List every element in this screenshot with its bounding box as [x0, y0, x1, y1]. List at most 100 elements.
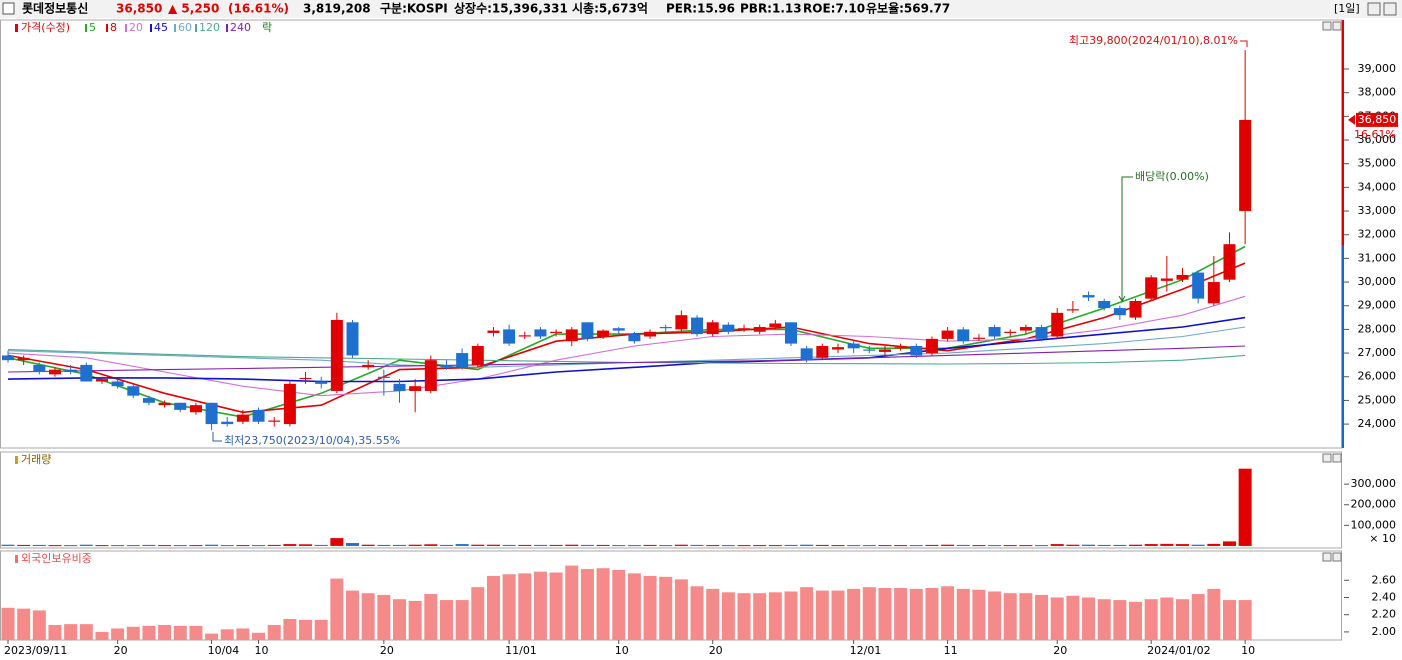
candle-body: [565, 329, 578, 342]
bar: [1066, 544, 1080, 546]
legend-entry: 20: [129, 21, 143, 34]
bar: [455, 544, 469, 546]
bar: [627, 545, 641, 547]
bar: [815, 544, 829, 546]
legend-marker: [125, 24, 127, 32]
cap: 시총:5,673억: [572, 1, 648, 16]
candle-body: [236, 414, 249, 422]
panel-button[interactable]: [1322, 453, 1332, 463]
bar: [32, 544, 46, 546]
candle-body: [1239, 119, 1252, 212]
stock-name: 롯데정보통신: [22, 1, 88, 16]
bar: [1207, 588, 1221, 640]
bar: [847, 588, 861, 640]
bar: [909, 545, 923, 547]
bar: [706, 588, 720, 640]
bar: [1129, 601, 1143, 640]
candle-body: [283, 383, 296, 425]
x-tick-label: 10: [255, 644, 269, 657]
bar: [299, 619, 313, 640]
bar: [330, 538, 344, 546]
bar: [220, 629, 234, 640]
candle-body: [675, 315, 688, 330]
legend-title: 거래량: [21, 453, 51, 466]
candle-body: [2, 355, 14, 361]
bar: [831, 590, 845, 640]
bar: [674, 579, 688, 640]
bar: [1176, 544, 1189, 546]
bar: [1082, 544, 1096, 546]
x-tick-label: 12/01: [850, 644, 882, 657]
candle-body: [252, 409, 265, 422]
bar: [894, 545, 908, 547]
bar: [737, 545, 751, 547]
period[interactable]: [1일]: [1334, 1, 1360, 15]
legend-marker: [195, 24, 197, 32]
bar: [48, 625, 62, 640]
y-tick-label: 33,000: [1358, 204, 1397, 217]
min-button[interactable]: [1367, 2, 1381, 16]
panel-button[interactable]: [1332, 552, 1342, 562]
y-tick-label: 2.40: [1372, 590, 1397, 603]
bar: [612, 545, 626, 547]
close-button[interactable]: [1383, 2, 1397, 16]
bar: [1160, 543, 1174, 546]
bar: [956, 588, 970, 640]
bar: [1191, 594, 1205, 640]
legend-marker: [150, 24, 152, 32]
bar: [17, 544, 31, 546]
candle-body: [816, 345, 829, 358]
legend-marker: [15, 456, 18, 464]
y-tick-label: 35,000: [1358, 157, 1397, 170]
low-arrow: [212, 432, 222, 442]
y-tick-label: 2.20: [1372, 608, 1397, 621]
bar: [158, 625, 172, 640]
legend-entry: 60: [178, 21, 192, 34]
bar: [283, 544, 297, 546]
y-tick-label: 30,000: [1358, 275, 1397, 288]
unit-label: × 10: [1369, 532, 1396, 545]
bar: [800, 544, 814, 546]
bar: [533, 571, 547, 640]
bar: [361, 544, 375, 546]
bar: [393, 544, 406, 546]
panel-button[interactable]: [1322, 21, 1332, 31]
y-tick-label: 29,000: [1358, 299, 1397, 312]
panel-frame: [0, 19, 1342, 449]
candle-body: [769, 323, 782, 328]
bar: [565, 565, 579, 640]
y-tick-label: 200,000: [1351, 498, 1397, 511]
candle-body: [847, 343, 860, 349]
bar: [1238, 468, 1252, 546]
panel-button[interactable]: [1332, 21, 1342, 31]
legend-marker: [226, 24, 228, 32]
candle-body: [581, 322, 594, 339]
header-icon[interactable]: [2, 2, 15, 15]
bar: [596, 568, 610, 640]
bar: [1, 544, 15, 546]
bar: [1097, 544, 1111, 546]
bar: [1035, 545, 1049, 547]
candle-body: [1160, 278, 1173, 281]
bar: [925, 544, 939, 546]
panel-button[interactable]: [1322, 552, 1332, 562]
bar: [941, 586, 955, 640]
panel-button[interactable]: [1332, 453, 1342, 463]
bar: [455, 600, 469, 640]
bar: [32, 610, 46, 640]
legend-marker: [85, 24, 87, 32]
bar: [95, 545, 109, 547]
x-tick-label: 2024/01/02: [1147, 644, 1210, 657]
y-tick-label: 26,000: [1358, 370, 1397, 383]
bar: [1113, 544, 1127, 546]
candle-body: [393, 383, 406, 391]
bar: [502, 574, 516, 640]
bar: [79, 544, 93, 546]
candle-body: [831, 347, 844, 350]
bar: [972, 589, 986, 640]
bar: [565, 544, 579, 546]
bar: [847, 545, 861, 547]
candle-body: [894, 347, 907, 349]
bar: [831, 545, 845, 547]
